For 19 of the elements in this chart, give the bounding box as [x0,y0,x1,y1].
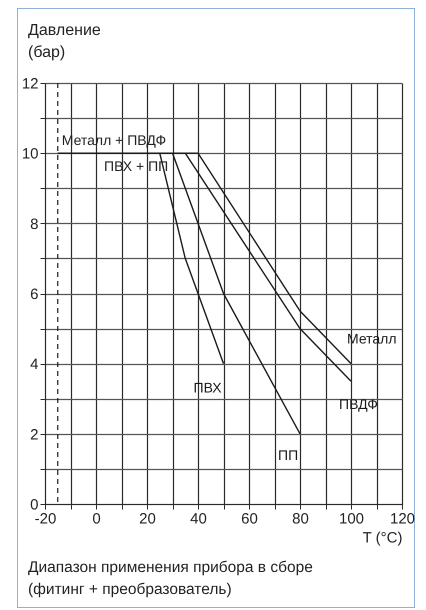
y-tick-label: 6 [30,286,38,303]
y-tick-label: 2 [30,426,38,444]
x-tick-label: 60 [241,510,258,528]
x-axis-title: T (°C) [362,530,402,546]
y-tick-label: 8 [30,216,38,233]
y-tick-label: 0 [30,496,38,514]
x-tick-label: -20 [34,510,56,528]
x-tick-label: 0 [92,510,101,528]
x-tick-label: 100 [338,510,364,528]
x-tick-label: 120 [390,510,416,528]
x-tick-label: 20 [139,510,156,528]
y-tick-label: 4 [30,356,38,374]
y-axis-title: Давление (бар) [28,21,102,63]
y-tick-label: 10 [22,146,38,163]
x-tick-label: 40 [190,510,207,528]
text: Диапазон применения прибора в сборе (фитинг + преобразователь) [28,558,314,600]
x-tick-label: 80 [292,510,309,528]
series-label: ПП [278,446,298,463]
y-tick-label: 12 [22,76,38,92]
